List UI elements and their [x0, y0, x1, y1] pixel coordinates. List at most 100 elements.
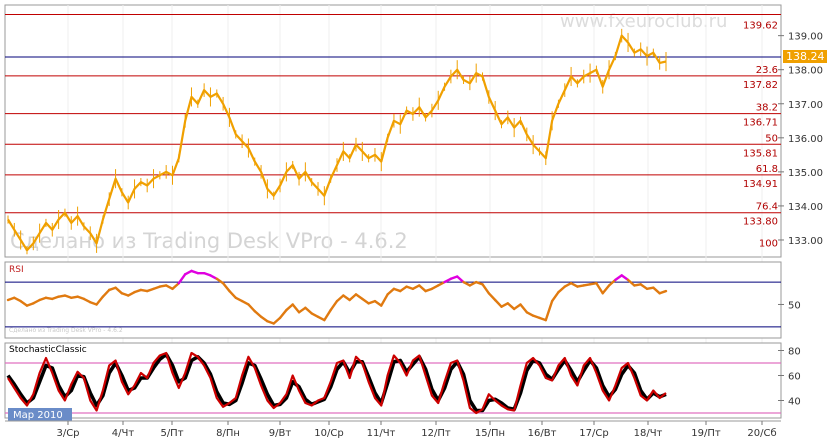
- price-series: [7, 28, 667, 255]
- rsi-segment: [487, 292, 497, 302]
- rsi-segment: [221, 282, 231, 293]
- made-with-watermark: Сделано из Trading Desk VPro - 4.6.2: [10, 229, 408, 253]
- rsi-segment: [253, 309, 263, 318]
- rsi-segment: [620, 274, 630, 282]
- rsi-segment: [114, 286, 124, 295]
- rsi-segment: [177, 273, 187, 285]
- rsi-segment: [380, 293, 389, 307]
- fib-ratio-label: 23.6: [756, 65, 778, 76]
- price-tick-label: 133.00: [788, 236, 823, 247]
- rsi-segment: [215, 277, 225, 285]
- price-tick-label: 139.00: [788, 32, 823, 43]
- rsi-segment: [342, 294, 351, 302]
- rsi-segment: [614, 274, 623, 282]
- rsi-segment: [278, 308, 288, 320]
- price-axis: 139.00 138.00 137.00 136.00 135.00 134.00 133.…: [778, 32, 823, 247]
- rsi-segment: [607, 278, 617, 287]
- time-tick-label: 15/Пн: [475, 428, 505, 439]
- price-pane-frame: [4, 4, 782, 258]
- rsi-segment: [329, 299, 339, 312]
- rsi-segment: [601, 284, 611, 295]
- time-tick-label: 20/Сб: [747, 428, 776, 439]
- time-axis: 3/Ср 4/Чт 5/Пт 8/Пн 9/Вт 10/Ср 11/Чт 12/Пт 15/Пн…: [5, 420, 781, 439]
- rsi-segment: [418, 284, 427, 293]
- price-tick-label: 138.00: [788, 66, 823, 77]
- rsi-segment: [557, 285, 566, 294]
- fib-value-label: 137.82: [743, 80, 778, 91]
- rsi-pane[interactable]: RSI Сделано из Trading Desk VPro - 4.6.2…: [4, 261, 801, 339]
- rsi-segment: [493, 298, 503, 308]
- fib-ratio-label: 50: [765, 133, 778, 144]
- price-tick-label: 136.00: [788, 134, 823, 145]
- rsi-segment: [291, 303, 301, 314]
- rsi-segment: [512, 303, 522, 311]
- rsi-segment: [519, 303, 529, 314]
- time-tick-label: 4/Чт: [112, 428, 135, 439]
- rsi-segment: [101, 288, 111, 298]
- rsi-segment: [354, 293, 364, 301]
- stochastic-axis: 80 60 40: [778, 347, 801, 408]
- rsi-axis: 50: [778, 300, 801, 311]
- rsi-segment: [19, 299, 29, 307]
- rsi-segment: [272, 316, 282, 325]
- rsi-segment: [639, 283, 649, 291]
- rsi-pane-frame: [4, 261, 782, 339]
- fibonacci-levels: [5, 14, 781, 214]
- stochastic-title: StochasticClassic: [9, 345, 87, 355]
- fib-value-label: 136.71: [743, 118, 778, 129]
- rsi-segment: [323, 308, 332, 322]
- current-price-marker: 138.24: [783, 50, 827, 63]
- rsi-segment: [171, 282, 181, 291]
- period-badge-box: [8, 408, 72, 421]
- price-tick-label: 135.00: [788, 168, 823, 179]
- stochastic-tick-label: 60: [788, 372, 801, 383]
- rsi-segment: [652, 286, 661, 295]
- time-tick-label: 10/Ср: [314, 428, 343, 439]
- rsi-segment: [399, 285, 408, 293]
- rsi-tick-label: 50: [788, 300, 801, 311]
- fib-value-label: 134.91: [743, 179, 778, 190]
- time-tick-label: 18/Чт: [634, 428, 663, 439]
- rsi-series: [6, 269, 668, 325]
- rsi-segment: [658, 289, 668, 295]
- stochastic-pane[interactable]: StochasticClassic 80 60 40 Мар 2010: [4, 342, 801, 421]
- rsi-segment: [228, 289, 237, 299]
- time-tick-label: 17/Ср: [579, 428, 608, 439]
- rsi-segment: [335, 294, 345, 303]
- rsi-segment: [95, 295, 105, 306]
- fib-ratio-label: 100: [759, 239, 778, 250]
- rsi-segment: [304, 306, 313, 315]
- rsi-segment: [247, 303, 256, 313]
- fib-value-label: 133.80: [743, 217, 778, 228]
- time-tick-label: 12/Пт: [421, 428, 451, 439]
- time-tick-label: 8/Пн: [216, 428, 240, 439]
- period-badge: Мар 2010: [8, 408, 72, 421]
- rsi-segment: [348, 293, 358, 302]
- fib-ratio-label: 76.4: [756, 202, 778, 213]
- stochastic-series: [6, 351, 667, 415]
- rsi-segment: [550, 290, 560, 303]
- time-tick-label: 9/Вт: [269, 428, 292, 439]
- time-tick-label: 19/Пт: [691, 428, 721, 439]
- rsi-segment: [595, 282, 604, 295]
- price-tick-label: 134.00: [788, 202, 823, 213]
- rsi-levels: [5, 281, 781, 328]
- fib-value-label: 135.81: [743, 148, 778, 159]
- fib-ratio-label: 38.2: [756, 103, 778, 114]
- stochastic-tick-label: 40: [788, 397, 801, 408]
- period-badge-label: Мар 2010: [13, 410, 63, 421]
- rsi-segment: [544, 299, 554, 322]
- price-tick-label: 137.00: [788, 100, 823, 111]
- rsi-segment: [297, 306, 307, 314]
- rsi-segment: [506, 302, 516, 311]
- rsi-small-watermark: Сделано из Trading Desk VPro - 4.6.2: [9, 327, 123, 334]
- time-tick-label: 16/Вт: [528, 428, 557, 439]
- fib-ratio-label: 61.8: [756, 164, 778, 175]
- time-tick-label: 11/Чт: [367, 428, 396, 439]
- current-price-label: 138.24: [786, 50, 825, 63]
- rsi-segment: [481, 283, 491, 295]
- rsi-title: RSI: [9, 265, 24, 275]
- rsi-segment: [373, 299, 383, 307]
- site-watermark: www.fxeuroclub.ru: [560, 11, 727, 32]
